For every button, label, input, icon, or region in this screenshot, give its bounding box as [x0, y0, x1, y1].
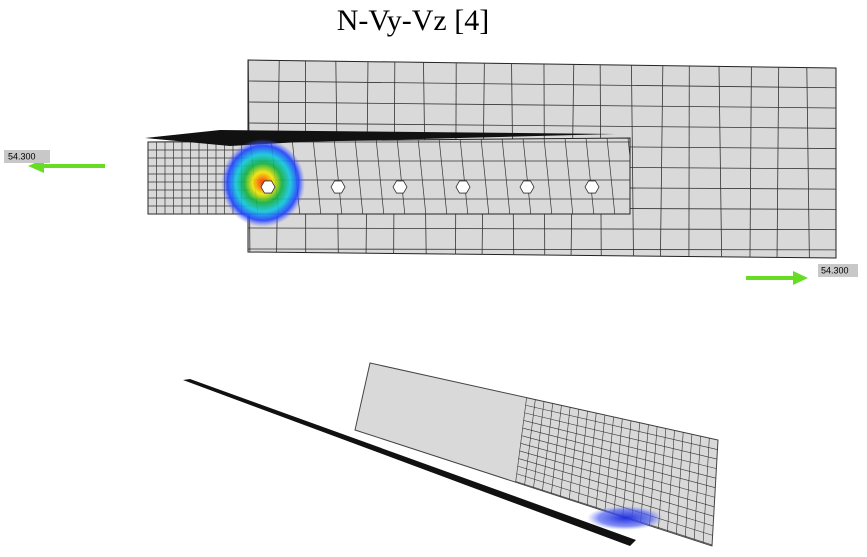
plate [148, 138, 630, 214]
load-label: 54.300 [8, 151, 36, 161]
load-label: 54.300 [821, 265, 849, 275]
hole [261, 181, 275, 193]
model-view: N-Vy-Vz [4] 54.300 54.300 [0, 0, 867, 557]
plate [355, 363, 718, 546]
hole [585, 181, 599, 193]
stress-contour [587, 506, 663, 530]
viewport: N-Vy-Vz [4] 54.300 54.300 [0, 0, 867, 557]
hole [456, 181, 470, 193]
load-right: 54.300 [746, 264, 858, 285]
hole [331, 181, 345, 193]
hole [520, 181, 534, 193]
title: N-Vy-Vz [4] [337, 4, 489, 37]
hole [393, 181, 407, 193]
load-left: 54.300 [4, 150, 105, 173]
